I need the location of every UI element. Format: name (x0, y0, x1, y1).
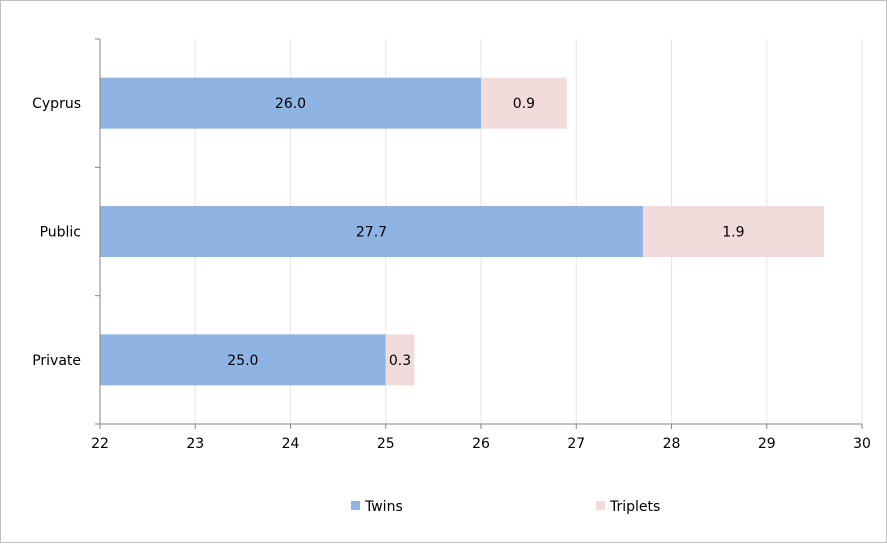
x-tick-label-22: 22 (91, 436, 109, 452)
bar-twins-cyprus (100, 77, 481, 129)
data-label-triplets-private: 0.3 (389, 353, 411, 369)
bar-twins-private (100, 334, 386, 386)
axes: Cyprus Public Private 22 23 24 25 26 27 28 29 30 (32, 38, 871, 452)
category-label-private: Private (32, 353, 81, 369)
legend: Twins Triplets (351, 499, 660, 515)
x-tick-label-25: 25 (377, 436, 395, 452)
data-label-twins-private: 25.0 (227, 353, 258, 369)
bar-twins-public (100, 206, 643, 257)
x-tick-label-26: 26 (472, 436, 490, 452)
data-label-triplets-cyprus: 0.9 (513, 96, 535, 112)
data-label-twins-public: 27.7 (356, 225, 387, 241)
category-label-cyprus: Cyprus (32, 96, 81, 112)
legend-swatch-triplets (596, 501, 605, 510)
legend-swatch-twins (351, 501, 360, 510)
x-tick-label-27: 27 (567, 436, 585, 452)
x-tick-label-24: 24 (282, 436, 300, 452)
x-tick-label-30: 30 (853, 436, 871, 452)
category-label-public: Public (40, 225, 81, 241)
legend-label-triplets: Triplets (609, 499, 660, 515)
x-tick-label-28: 28 (663, 436, 681, 452)
bar-triplets-private (385, 334, 415, 386)
data-label-triplets-public: 1.9 (722, 225, 744, 241)
legend-label-twins: Twins (364, 499, 403, 515)
x-tick-label-23: 23 (186, 436, 204, 452)
data-label-twins-cyprus: 26.0 (275, 96, 306, 112)
bar-triplets-cyprus (481, 77, 567, 129)
x-tick-label-29: 29 (758, 436, 776, 452)
bar-triplets-public (642, 206, 824, 257)
bars: 26.0 0.9 27.7 1.9 25.0 0.3 (100, 77, 824, 386)
